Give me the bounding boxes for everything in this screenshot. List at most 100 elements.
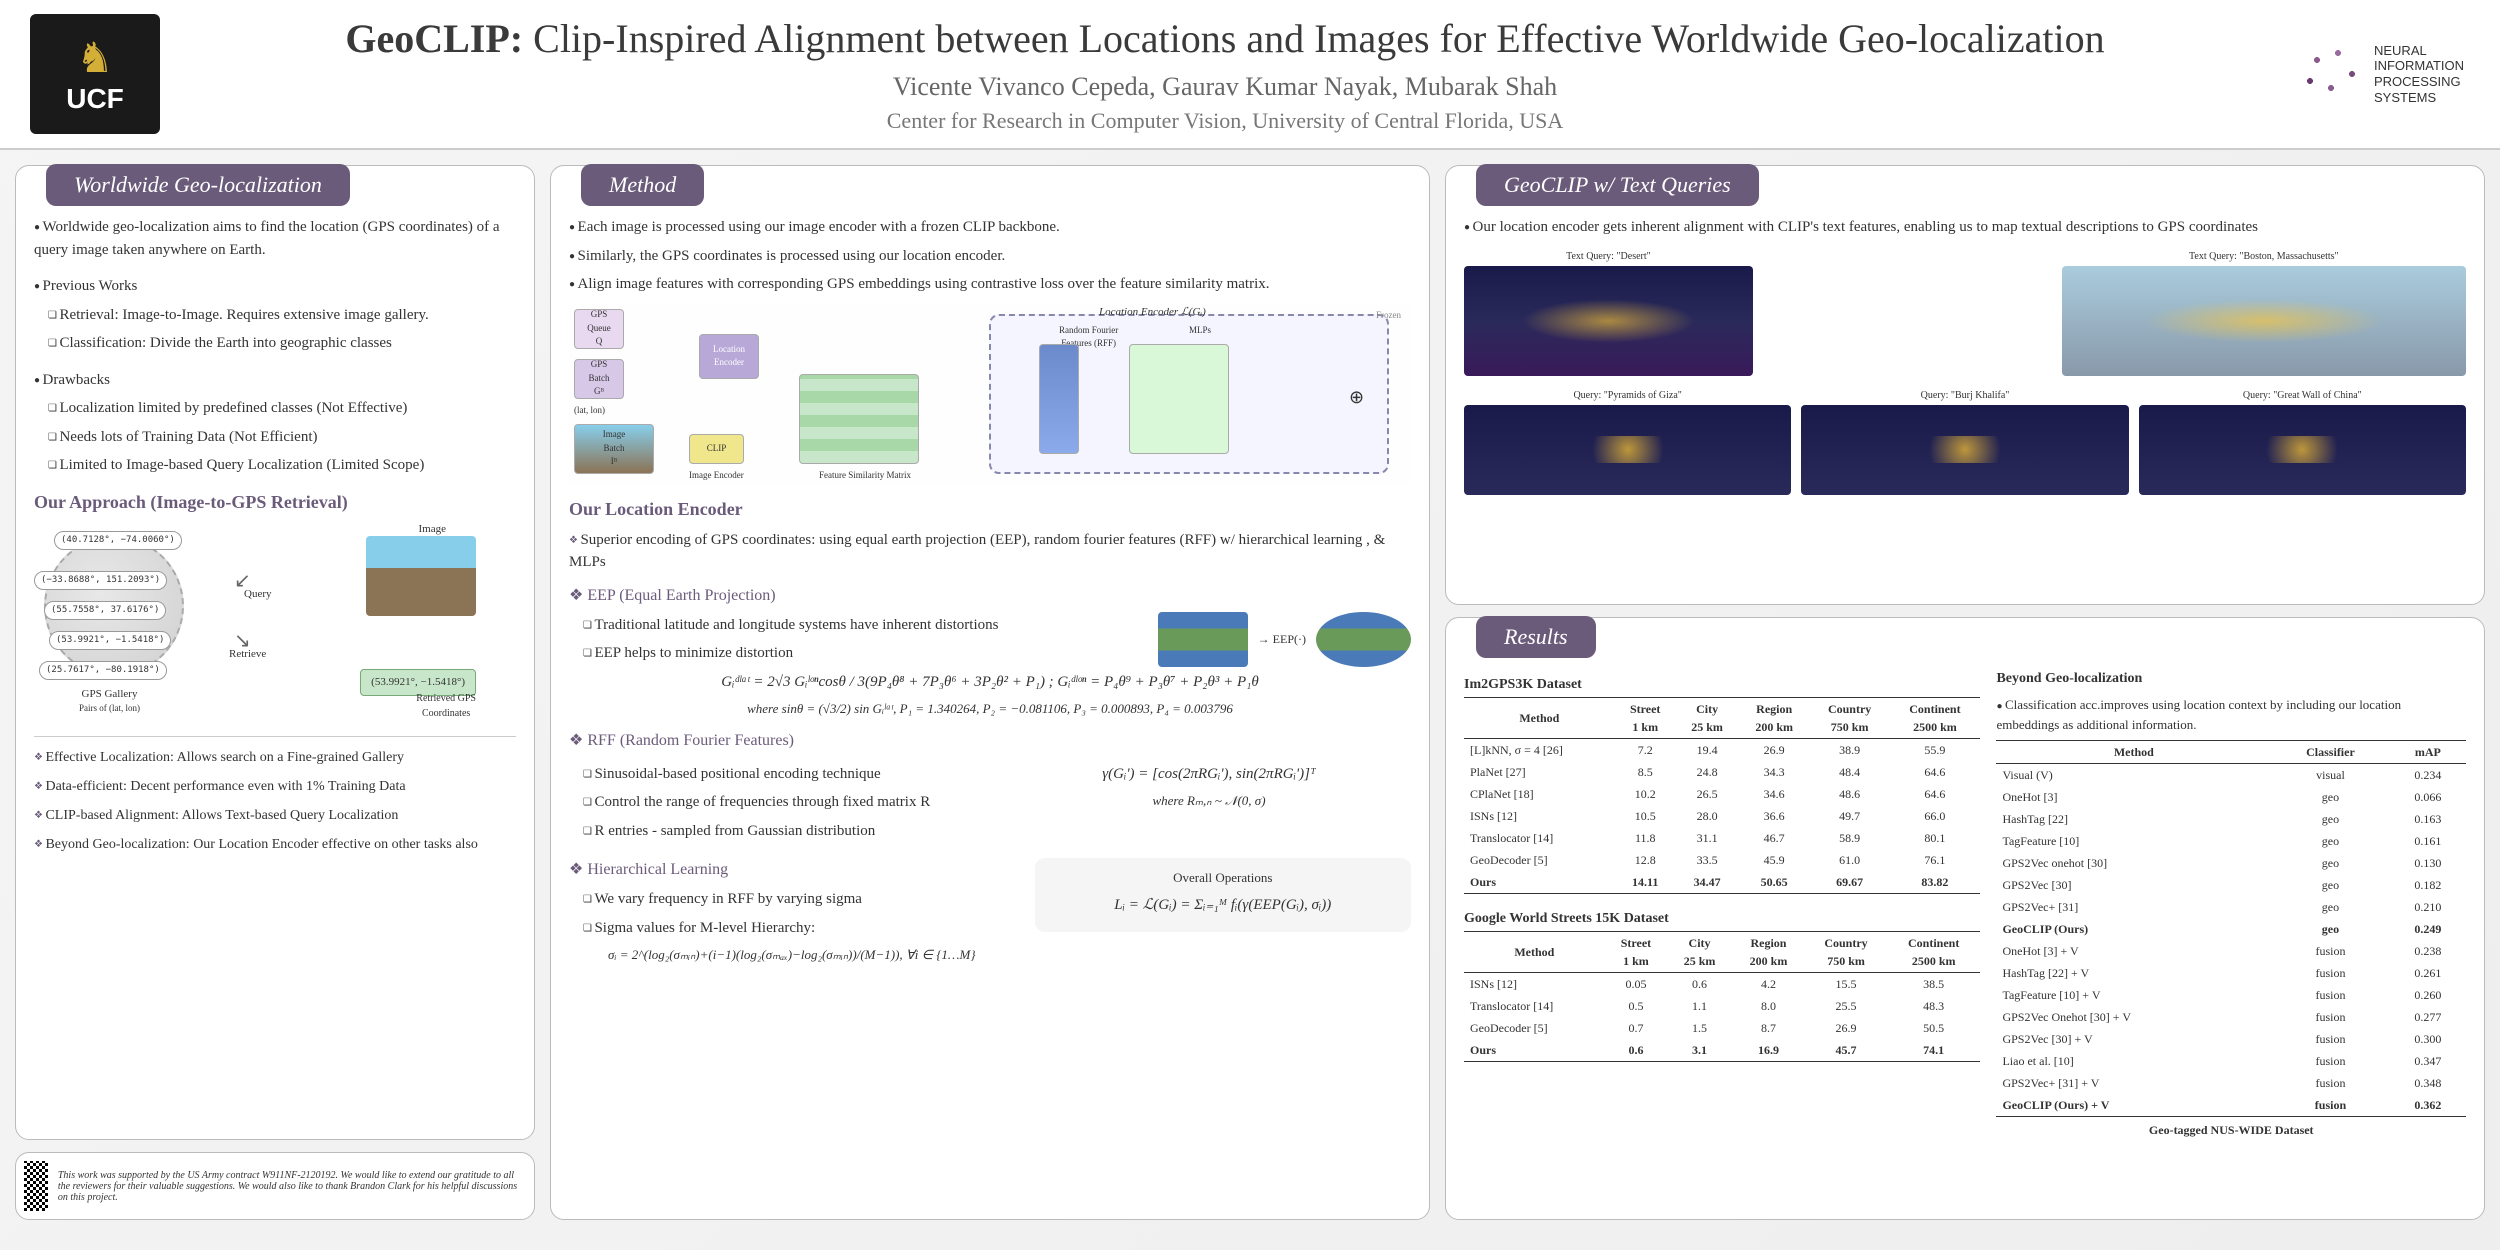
table-gws: Method Street 1 km City 25 km Region 200… — [1464, 931, 1980, 1062]
neurips-logo: NEURAL INFORMATION PROCESSING SYSTEMS — [2290, 14, 2470, 134]
approach-diagram: (40.7128°, −74.0060°) (−33.8688°, 151.20… — [34, 526, 516, 726]
image-label: Image — [419, 521, 446, 538]
table-row: Liao et al. [10]fusion0.347 — [1996, 1050, 2466, 1072]
panel-method: Method Each image is processed using our… — [550, 165, 1430, 1220]
tq-q3: Query: "Pyramids of Giza" — [1464, 388, 1791, 403]
coord-0: (40.7128°, −74.0060°) — [54, 531, 182, 551]
geoloc-intro: Worldwide geo-localization aims to find … — [34, 216, 516, 261]
table-row: PlaNet [27]8.524.834.348.464.6 — [1464, 761, 1980, 783]
qr-code-icon — [24, 1161, 48, 1211]
table-row: ISNs [12]0.050.64.215.538.5 — [1464, 973, 1980, 996]
affiliation: Center for Research in Computer Vision, … — [160, 108, 2290, 134]
oplus-icon: ⊕ — [1349, 384, 1364, 411]
fsm-grid — [799, 374, 919, 464]
title-rest: Clip-Inspired Alignment between Location… — [523, 16, 2104, 61]
table-row: Ours0.63.116.945.774.1 — [1464, 1039, 1980, 1062]
loc-enc-desc: Superior encoding of GPS coordinates: us… — [569, 529, 1411, 574]
panel-body-method: Each image is processed using our image … — [569, 216, 1411, 971]
query-image-icon — [366, 536, 476, 616]
table-row: OneHot [3] + Vfusion0.238 — [1996, 940, 2466, 962]
eep-formula: Gᵢᵈˡᵃᵗ = 2√3 Gᵢˡᵒⁿcosθ / 3(9P₄θ⁸ + 7P₃θ⁶… — [569, 671, 1411, 694]
results-left: Im2GPS3K Dataset Method Street 1 km City… — [1464, 668, 1980, 1139]
worldmap-desert — [1464, 266, 1753, 376]
rff-b0: Sinusoidal-based positional encoding tec… — [583, 763, 987, 786]
table-row: GPS2Vec+ [31]geo0.210 — [1996, 896, 2466, 918]
panel-header-method: Method — [581, 164, 704, 206]
rff-formula: γ(Gᵢ') = [cos(2πRGᵢ'), sin(2πRGᵢ')]ᵀ — [1007, 763, 1411, 786]
loc-enc-title: Our Location Encoder — [569, 496, 1411, 523]
method-b2: Align image features with corresponding … — [569, 273, 1411, 296]
table-row: GPS2Vec onehot [30]geo0.130 — [1996, 852, 2466, 874]
header-text: GeoCLIP: Clip-Inspired Alignment between… — [160, 15, 2290, 134]
beyond-desc: Classification acc.improves using locati… — [1996, 695, 2466, 734]
rff-b2: R entries - sampled from Gaussian distri… — [583, 820, 987, 843]
panel-ack: This work was supported by the US Army c… — [15, 1152, 535, 1220]
drawback-1: Needs lots of Training Data (Not Efficie… — [48, 426, 516, 449]
tq-q5: Query: "Great Wall of China" — [2139, 388, 2466, 403]
panel-body-geoloc: Worldwide geo-localization aims to find … — [34, 216, 516, 855]
panel-text-queries: GeoCLIP w/ Text Queries Our location enc… — [1445, 165, 2485, 605]
worldmap-row-bottom: Query: "Pyramids of Giza" Query: "Burj K… — [1464, 388, 2466, 495]
tq-q1: Text Query: "Desert" — [1464, 249, 1753, 264]
table-row: HashTag [22] + Vfusion0.261 — [1996, 962, 2466, 984]
t3-caption: Geo-tagged NUS-WIDE Dataset — [1996, 1121, 2466, 1139]
eep-where: where sinθ = (√3/2) sin Gᵢˡᵃᵗ, P₁ = 1.34… — [569, 699, 1411, 719]
tq-q2: Text Query: "Boston, Massachusetts" — [2062, 249, 2466, 264]
eep-maps: → EEP(·) — [1158, 612, 1411, 667]
table-row: GPS2Vec+ [31] + Vfusion0.348 — [1996, 1072, 2466, 1094]
method-b0: Each image is processed using our image … — [569, 216, 1411, 239]
hier-b1: Sigma values for M-level Hierarchy: — [583, 917, 1015, 940]
content: Worldwide Geo-localization Worldwide geo… — [0, 150, 2500, 1235]
table-row: GeoDecoder [5]12.833.545.961.076.1 — [1464, 849, 1980, 871]
authors: Vicente Vivanco Cepeda, Gaurav Kumar Nay… — [160, 72, 2290, 102]
ack-text: This work was supported by the US Army c… — [58, 1170, 526, 1203]
neurips-text: NEURAL INFORMATION PROCESSING SYSTEMS — [2374, 43, 2464, 105]
hl-3: Beyond Geo-localization: Our Location En… — [34, 834, 516, 855]
prev-works-1: Classification: Divide the Earth into ge… — [48, 332, 516, 355]
gps-gallery-label: GPS Gallery Pairs of (lat, lon) — [79, 686, 140, 716]
beyond-title: Beyond Geo-localization — [1996, 668, 2466, 689]
table-row: CPlaNet [18]10.226.534.648.664.6 — [1464, 783, 1980, 805]
panel-body-tq: Our location encoder gets inherent align… — [1464, 216, 2466, 495]
hier-title: ❖ Hierarchical Learning — [569, 858, 1015, 882]
drawbacks-label: Drawbacks — [34, 369, 516, 392]
ucf-text: UCF — [66, 83, 124, 115]
table-row: GPS2Vec Onehot [30] + Vfusion0.277 — [1996, 1006, 2466, 1028]
table-row: HashTag [22]geo0.163 — [1996, 808, 2466, 830]
ucf-logo: ♞ UCF — [30, 14, 160, 134]
table-row: OneHot [3]geo0.066 — [1996, 786, 2466, 808]
table-row: GPS2Vec [30]geo0.182 — [1996, 874, 2466, 896]
table-row: GPS2Vec [30] + Vfusion0.300 — [1996, 1028, 2466, 1050]
hl-0: Effective Localization: Allows search on… — [34, 747, 516, 768]
table-row: GeoCLIP (Ours)geo0.249 — [1996, 918, 2466, 940]
approach-title: Our Approach (Image-to-GPS Retrieval) — [34, 489, 516, 516]
tq-q4: Query: "Burj Khalifa" — [1801, 388, 2128, 403]
worldmap-giza — [1464, 405, 1791, 495]
table-row: [L]kNN, σ = 4 [26]7.219.426.938.955.9 — [1464, 739, 1980, 762]
eep-title: ❖ EEP (Equal Earth Projection) — [569, 584, 1411, 608]
retrieved-label: Retrieved GPS Coordinates — [416, 691, 476, 721]
worldmap-burj — [1801, 405, 2128, 495]
rff-title: ❖ RFF (Random Fourier Features) — [569, 729, 1411, 753]
eep-arrow: → EEP(·) — [1258, 630, 1306, 648]
worldmap-boston — [2062, 266, 2466, 376]
worldmap-gwc — [2139, 405, 2466, 495]
hl-1: Data-efficient: Decent performance even … — [34, 776, 516, 797]
poster-header: ♞ UCF GeoCLIP: Clip-Inspired Alignment b… — [0, 0, 2500, 150]
rff-where: where Rₘ,ₙ ~ 𝒩(0, σ) — [1007, 791, 1411, 811]
coord-3: (53.9921°, −1.5418°) — [49, 631, 171, 651]
results-right: Beyond Geo-localization Classification a… — [1996, 668, 2466, 1139]
panel-header-results: Results — [1476, 616, 1596, 658]
title-bold: GeoCLIP: — [345, 16, 523, 61]
table-row: GeoDecoder [5]0.71.58.726.950.5 — [1464, 1017, 1980, 1039]
col-mid: Method Each image is processed using our… — [550, 165, 1430, 1220]
highlights: Effective Localization: Allows search on… — [34, 747, 516, 855]
method-diagram: GPS Queue Q GPS Batch Gᴮ (lat, lon) Loca… — [569, 304, 1411, 484]
title: GeoCLIP: Clip-Inspired Alignment between… — [160, 15, 2290, 62]
panel-results: Results Im2GPS3K Dataset Method Street 1… — [1445, 617, 2485, 1220]
t2-title: Google World Streets 15K Dataset — [1464, 908, 1980, 929]
hier-b0: We vary frequency in RFF by varying sigm… — [583, 888, 1015, 911]
coord-2: (55.7558°, 37.6176°) — [44, 601, 166, 621]
table-row: Visual (V)visual0.234 — [1996, 764, 2466, 787]
map-rect-icon — [1158, 612, 1248, 667]
